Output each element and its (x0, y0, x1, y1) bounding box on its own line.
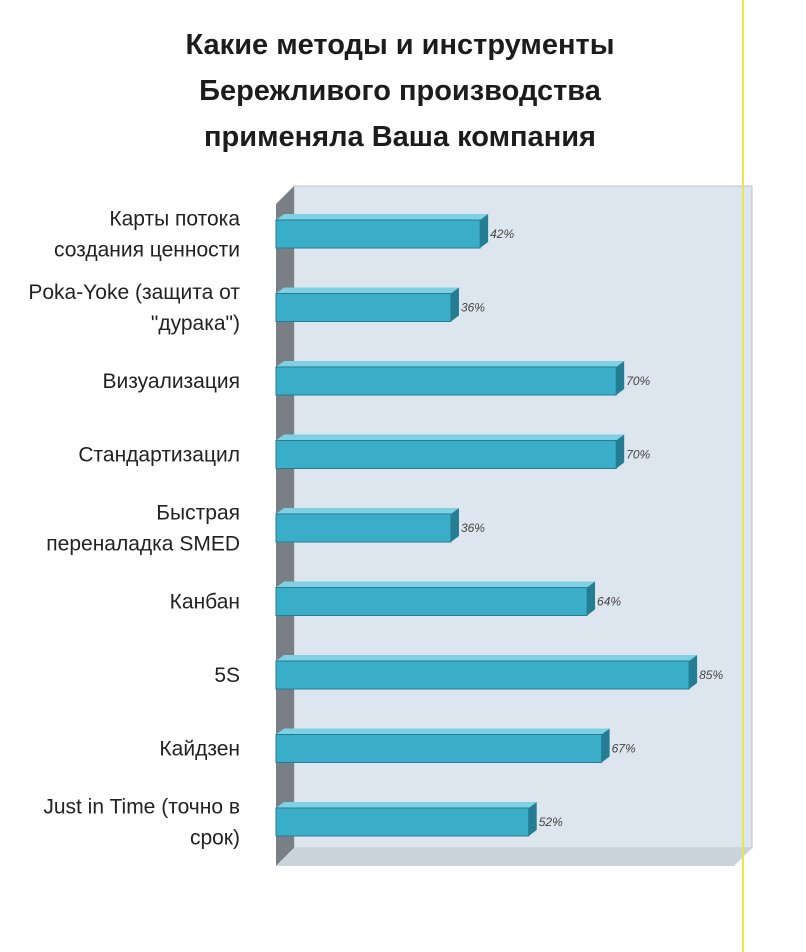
bar (275, 734, 603, 763)
category-label: Визуализация (103, 370, 241, 393)
bar (275, 587, 588, 616)
value-label: 36% (461, 521, 485, 535)
bar (275, 660, 690, 690)
plot-floor (276, 848, 752, 866)
bar-side-face (450, 508, 459, 542)
chart-title: Какие методы и инструменты Бережливого п… (100, 22, 700, 160)
chart-title-line-2: Бережливого производства (199, 75, 601, 107)
bar-top-face (276, 214, 489, 220)
chart-title-line-1: Какие методы и инструменты (185, 29, 615, 61)
bars-group: 42% 36% 70% 70% 36% 64% 85% 67% 52% (275, 214, 723, 837)
bar (275, 513, 452, 543)
value-label: 67% (612, 742, 636, 756)
bar-group: 70% (275, 361, 651, 396)
bar-top-face (276, 802, 537, 808)
bar-group: 67% (275, 728, 636, 763)
bar-side-face (450, 287, 459, 322)
value-label: 70% (626, 448, 650, 462)
category-label: переналадка SMED (46, 533, 240, 556)
bar-side-face (601, 728, 610, 763)
chart-title-line-3: применяла Ваша компания (204, 121, 596, 153)
bar-side-face (689, 655, 698, 689)
category-label: Just in Time (точно в (43, 796, 240, 819)
bar-group: 64% (275, 581, 621, 616)
bar (275, 807, 530, 837)
bar (275, 440, 617, 469)
bar-top-face (276, 361, 625, 367)
bar-side-face (616, 434, 625, 469)
bar-top-face (276, 434, 625, 441)
bar (275, 219, 481, 249)
value-label: 64% (597, 595, 621, 609)
bar-side-face (587, 581, 596, 616)
category-label: Стандартизацил (78, 444, 240, 467)
bar-top-face (276, 728, 610, 735)
bar-group: 36% (275, 287, 485, 322)
category-label: Быстрая (156, 502, 240, 525)
category-label: Карты потока (109, 208, 240, 231)
category-label: "дурака") (151, 312, 240, 335)
bar-group: 52% (275, 802, 563, 837)
value-label: 85% (699, 668, 723, 682)
bar-top-face (276, 287, 459, 294)
value-label: 42% (490, 227, 514, 241)
bar-group: 42% (275, 214, 514, 249)
category-label: создания ценности (54, 239, 240, 262)
bar-side-face (616, 361, 625, 395)
category-label: Poka-Yoke (защита от (28, 281, 240, 304)
bar-side-face (480, 214, 489, 248)
bar-top-face (276, 508, 459, 514)
bar-side-face (528, 802, 537, 836)
category-label: срок) (190, 827, 240, 850)
category-labels: Карты потока создания ценности Poka-Yoke (… (28, 208, 240, 850)
bar-top-face (276, 581, 596, 588)
value-label: 52% (539, 815, 563, 829)
accent-line (742, 0, 744, 952)
bar (275, 293, 452, 322)
bar-group: 70% (275, 434, 651, 469)
bar-group: 36% (275, 508, 485, 543)
value-label: 36% (461, 301, 485, 315)
bar-top-face (276, 655, 698, 661)
value-label: 70% (626, 374, 650, 388)
bar (275, 366, 617, 396)
category-label: Кайдзен (159, 738, 240, 761)
category-label: Канбан (170, 591, 240, 614)
bar-group: 85% (275, 655, 723, 690)
category-label: 5S (214, 664, 240, 687)
